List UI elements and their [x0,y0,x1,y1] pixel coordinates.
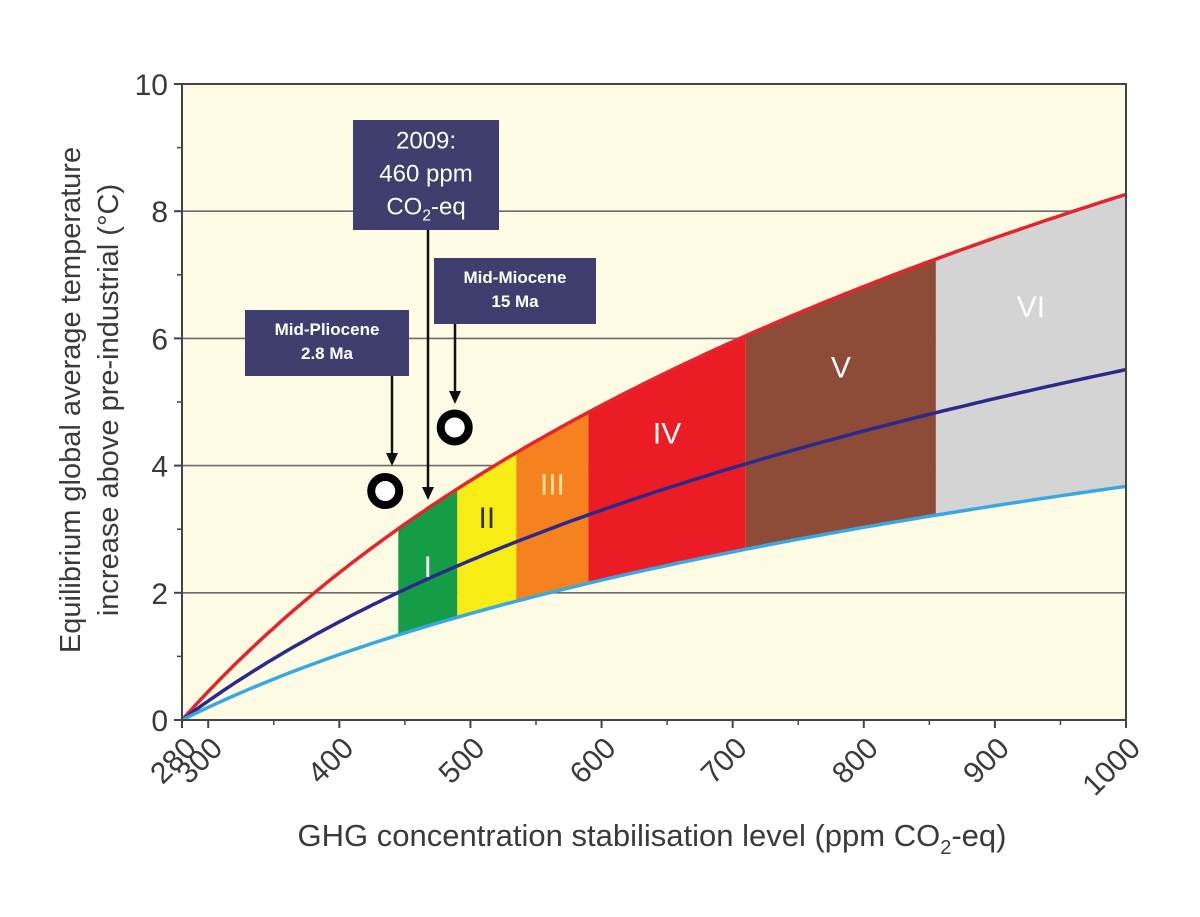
x-tick-label-900: 900 [957,732,1016,791]
y-tick-label-4: 4 [151,451,168,484]
annotation-arrowhead-y2009 [422,487,434,500]
category-label-v: V [831,351,851,384]
x-tick-label-600: 600 [564,732,623,791]
annotation-text-y2009: 2009: [396,127,456,154]
annotation-text-y2009: CO2-eq [386,193,465,224]
annotation-text-pliocene: Mid-Pliocene [275,320,380,339]
series-line-upper-estimate [180,192,1127,722]
band-layer [398,194,1126,635]
x-tick-label-400: 400 [302,732,361,791]
category-band-iii [516,412,589,602]
x-tick-label-700: 700 [695,732,754,791]
category-band-i [398,488,458,635]
x-axis-title-subscript: 2 [940,837,951,859]
annotation-text-miocene: 15 Ma [491,292,539,311]
annotation-layer: Mid-Pliocene 2.8 Ma 2009: 460 ppm CO2-eq Mid-… [245,120,596,500]
x-tick-label-800: 800 [826,732,885,791]
series-line-best-estimate [180,367,1127,722]
category-label-vi: VI [1017,291,1045,324]
category-label-iii: III [540,469,565,502]
x-tick-label-1000: 1000 [1076,732,1147,803]
y-tick-label-10: 10 [135,69,168,102]
category-band-v [745,259,936,550]
annotation-text-pliocene: 2.8 Ma [301,344,354,363]
category-band-ii [457,452,517,618]
x-axis-title-main: GHG concentration stabilisation level (p… [298,818,941,853]
y-axis-title-line-1: Equilibrium global average temperature [55,147,87,653]
x-tick-label-500: 500 [433,732,492,791]
y-tick-label-0: 0 [151,705,168,738]
y-tick-label-2: 2 [151,578,168,611]
category-label-ii: II [478,502,495,535]
annotation-arrowhead-pliocene [386,453,398,466]
annotation-box-miocene [434,258,596,324]
marker-layer [367,409,473,510]
x-axis-title-tail: -eq) [951,818,1006,853]
annotation-arrowhead-miocene [449,391,461,404]
marker-mid-pliocene [367,473,404,510]
category-label-iv: IV [653,417,681,450]
x-axis-title: GHG concentration stabilisation level (p… [298,818,1007,859]
annotation-text-y2009: 460 ppm [379,160,472,187]
y-tick-label-6: 6 [151,323,168,356]
y-axis-title-line-2: increase above pre-industrial (°C) [93,184,125,616]
annotation-box-y2009 [353,120,499,230]
y-tick-label-8: 8 [151,196,168,229]
marker-mid-miocene [436,409,473,446]
category-label-i: I [424,551,432,584]
line-layer [180,192,1127,722]
category-band-vi [935,194,1126,516]
category-band-iv [588,335,746,584]
annotation-text-miocene: Mid-Miocene [464,268,567,287]
annotation-box-pliocene [245,310,409,376]
series-line-lower-estimate [181,484,1127,722]
